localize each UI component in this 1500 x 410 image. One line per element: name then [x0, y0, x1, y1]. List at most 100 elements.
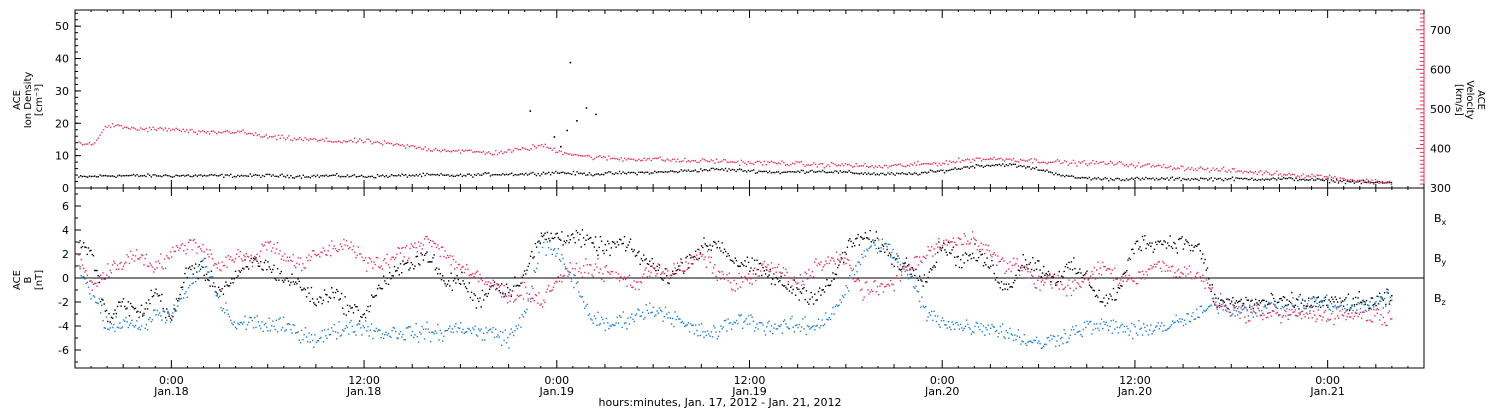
data-point: [311, 339, 314, 342]
data-point: [317, 301, 320, 303]
data-point: [1291, 308, 1293, 311]
data-point: [1016, 160, 1018, 163]
data-point: [868, 293, 870, 295]
data-point: [710, 256, 712, 259]
data-point: [87, 143, 89, 145]
data-point: [770, 283, 773, 285]
data-point: [1274, 172, 1276, 175]
data-point: [973, 331, 975, 334]
data-point: [1021, 165, 1023, 168]
data-point: [693, 333, 696, 335]
data-point: [997, 281, 999, 283]
data-point: [1120, 279, 1122, 281]
data-point: [1200, 258, 1203, 260]
data-point: [951, 249, 953, 251]
data-point: [564, 268, 567, 270]
data-point: [878, 174, 880, 176]
data-point: [495, 173, 497, 176]
data-point: [1316, 178, 1318, 180]
data-point: [1134, 177, 1136, 179]
legend-bx: Bx: [1434, 212, 1447, 227]
data-point: [220, 290, 222, 292]
data-point: [787, 283, 789, 286]
data-point: [1390, 181, 1393, 184]
data-point: [1253, 172, 1255, 174]
data-point: [557, 276, 559, 278]
data-point: [666, 275, 668, 277]
data-point: [244, 174, 246, 177]
data-point: [557, 248, 559, 250]
data-point: [828, 284, 830, 287]
data-point: [385, 331, 387, 333]
data-point: [234, 326, 237, 329]
data-point: [1050, 283, 1052, 286]
data-point: [1005, 270, 1007, 272]
data-point: [101, 278, 103, 281]
data-point: [283, 281, 285, 283]
data-point: [1174, 242, 1176, 245]
data-point: [682, 272, 685, 274]
data-point: [678, 265, 680, 267]
data-point: [532, 287, 534, 290]
data-point: [1281, 316, 1283, 318]
data-point: [1124, 271, 1127, 274]
data-point: [1064, 333, 1067, 335]
data-point: [87, 286, 90, 288]
data-point: [399, 263, 402, 265]
data-point: [204, 266, 207, 268]
data-point: [1012, 157, 1015, 160]
data-point: [866, 173, 868, 175]
data-point: [844, 251, 846, 253]
data-point: [1345, 297, 1347, 299]
data-point: [851, 277, 853, 280]
data-point: [975, 164, 977, 166]
data-point: [1228, 178, 1230, 180]
data-point: [1290, 177, 1292, 179]
data-point: [646, 263, 649, 265]
data-point: [1062, 276, 1064, 278]
data-point: [938, 162, 940, 165]
data-point: [1155, 165, 1158, 167]
data-point: [237, 130, 239, 132]
data-point: [829, 165, 831, 168]
data-point: [151, 266, 154, 268]
data-point: [1002, 163, 1004, 165]
data-point: [216, 293, 219, 295]
data-point: [442, 149, 444, 151]
data-point: [401, 144, 403, 146]
data-point: [173, 304, 175, 306]
data-point: [1076, 272, 1079, 274]
data-point: [368, 335, 370, 337]
data-point: [1020, 266, 1022, 269]
data-point: [584, 243, 586, 246]
data-point: [1149, 242, 1151, 244]
data-point: [835, 273, 838, 276]
data-point: [1037, 342, 1039, 344]
data-point: [545, 254, 547, 256]
data-point: [1146, 324, 1148, 327]
data-point: [744, 170, 746, 172]
data-point: [161, 266, 163, 268]
data-point: [360, 315, 362, 318]
data-point: [1067, 341, 1069, 343]
data-point: [1028, 277, 1030, 279]
data-point: [1127, 259, 1129, 261]
data-point: [792, 288, 794, 291]
data-point: [1117, 284, 1120, 286]
data-point: [1033, 167, 1036, 170]
data-point: [1294, 309, 1297, 311]
data-point: [981, 248, 983, 251]
data-point: [1072, 159, 1075, 162]
data-point: [799, 171, 801, 173]
data-point: [490, 286, 492, 288]
data-point: [576, 281, 579, 283]
data-point: [519, 173, 522, 175]
data-point: [1293, 179, 1295, 182]
data-point: [723, 248, 726, 250]
data-point: [1076, 177, 1078, 179]
data-point: [1272, 174, 1274, 176]
data-point: [844, 257, 846, 259]
data-point: [325, 253, 327, 256]
data-point: [1224, 305, 1227, 307]
